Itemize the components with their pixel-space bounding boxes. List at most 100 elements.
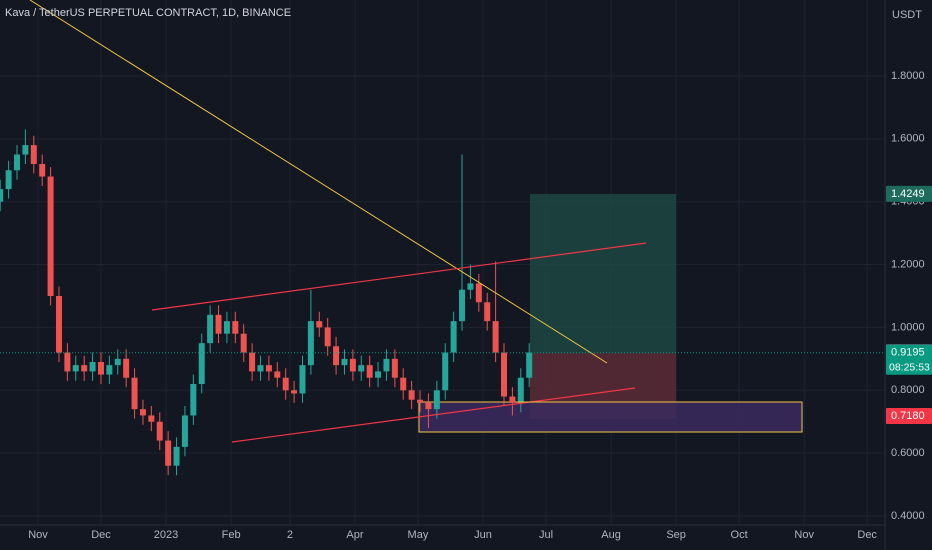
candle-body [22, 145, 29, 155]
candle-body [526, 352, 533, 378]
channel-upper [151, 242, 647, 311]
y-tick-label: 0.8000 [891, 384, 925, 396]
y-tick-label: 1.8000 [891, 70, 925, 82]
candle-body [198, 343, 205, 384]
candle-body [190, 383, 197, 416]
x-tick-label: 2023 [154, 529, 178, 541]
candle-body [114, 358, 121, 366]
candle-body [408, 390, 415, 400]
x-tick-label: Feb [222, 529, 241, 541]
candle-body [257, 365, 264, 372]
candle-body [517, 377, 524, 403]
x-tick-label: Nov [794, 529, 814, 541]
candle-body [391, 358, 398, 378]
candle-body [232, 321, 239, 334]
x-tick-label: Nov [28, 529, 48, 541]
candle-body [223, 321, 230, 334]
candle-body [47, 176, 54, 296]
candle-body [64, 352, 71, 372]
candle-body [291, 390, 298, 394]
candle-body [139, 409, 146, 416]
candle-body [366, 365, 373, 378]
price-label: 0.7180 [891, 410, 925, 422]
candle-body [375, 371, 382, 378]
y-tick-label: 1.0000 [891, 321, 925, 333]
candle-body [81, 365, 88, 372]
candle-body [501, 352, 508, 397]
candle-body [240, 333, 247, 353]
candle-body [349, 358, 356, 372]
candle-body [249, 352, 256, 372]
price-label-box [886, 408, 932, 425]
candle-body [156, 421, 163, 441]
candle-body [30, 145, 37, 164]
candle-body [316, 321, 323, 328]
price-label: 0.9195 [891, 347, 925, 359]
candle-body [475, 283, 482, 303]
candle-body [307, 321, 314, 366]
candle-body [173, 446, 180, 466]
target-zone [530, 194, 676, 353]
candles [0, 129, 533, 476]
axis-unit: USDT [892, 9, 922, 21]
candle-body [165, 440, 172, 466]
candle-body [400, 377, 407, 391]
candle-body [417, 399, 424, 403]
candle-body [181, 415, 188, 447]
candle-body [97, 361, 104, 375]
candle-body [39, 163, 46, 177]
x-tick-label: Aug [601, 529, 621, 541]
candle-body [89, 361, 96, 372]
x-tick-label: May [408, 529, 429, 541]
x-tick-label: Dec [857, 529, 877, 541]
candle-body [383, 358, 390, 372]
x-tick-label: 2 [287, 529, 293, 541]
y-tick-label: 1.2000 [891, 258, 925, 270]
x-tick-label: Sep [666, 529, 686, 541]
candle-body [425, 402, 432, 410]
countdown: 08:25:53 [889, 362, 930, 374]
channel-lower [231, 387, 636, 443]
x-tick-label: Jul [539, 529, 553, 541]
y-tick-label: 0.4000 [891, 510, 925, 522]
candle-body [282, 377, 289, 391]
candle-body [0, 189, 4, 202]
candle-body [484, 302, 491, 322]
y-tick-label: 1.6000 [891, 133, 925, 145]
candle-body [274, 371, 281, 378]
candle-body [333, 346, 340, 366]
y-tick-label: 0.6000 [891, 447, 925, 459]
chart-title: Kava / TetherUS PERPETUAL CONTRACT, 1D, … [5, 7, 291, 19]
support-box [418, 401, 803, 433]
price-label: 1.4249 [891, 188, 925, 200]
candle-body [265, 365, 272, 372]
x-tick-label: Jun [474, 529, 492, 541]
candle-body [450, 321, 457, 353]
candle-body [324, 327, 331, 347]
candle-body [5, 170, 12, 190]
candle-body [509, 396, 516, 403]
candle-body [148, 415, 155, 422]
candle-body [106, 365, 113, 375]
candle-body [215, 314, 222, 334]
price-label-box [886, 344, 932, 375]
candle-body [207, 314, 214, 344]
candle-body [299, 365, 306, 394]
candle-body [442, 352, 449, 391]
trend-line [29, 0, 608, 364]
candle-body [433, 390, 440, 410]
candle-body [131, 377, 138, 410]
x-tick-label: Dec [91, 529, 111, 541]
candle-body [341, 358, 348, 366]
candle-body [55, 295, 62, 353]
candle-body [467, 283, 474, 290]
candle-body [123, 358, 130, 378]
x-tick-label: Oct [731, 529, 748, 541]
candle-body [492, 321, 499, 353]
x-tick-label: Apr [346, 529, 363, 541]
candle-body [459, 289, 466, 322]
axes: 0.40000.60000.80001.00001.20001.40001.60… [0, 70, 932, 541]
